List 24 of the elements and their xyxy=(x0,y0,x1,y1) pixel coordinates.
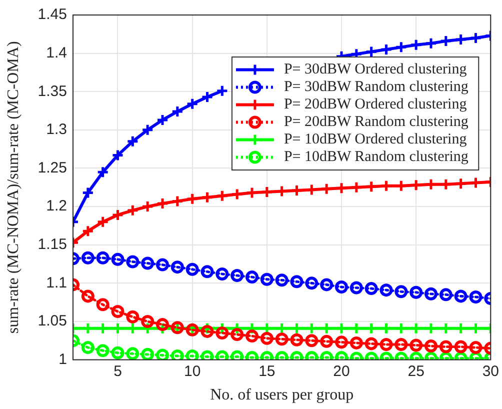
y-tick-label: 1.15 xyxy=(38,236,67,254)
y-tick-label: 1.25 xyxy=(38,159,67,176)
y-axis-title: sum-rate (MC-NOMA)/sum-rate (MC-OMA) xyxy=(4,41,22,334)
legend-label: P= 10dBW Random clustering xyxy=(284,149,469,166)
y-tick-label: 1.3 xyxy=(46,121,67,138)
x-tick-label: 30 xyxy=(482,362,499,380)
legend-label: P= 10dBW Ordered clustering xyxy=(284,132,468,148)
legend-label: P= 30dBW Ordered clustering xyxy=(284,62,468,78)
x-tick-label: 10 xyxy=(184,362,201,380)
x-axis-title: No. of users per group xyxy=(210,386,354,404)
y-tick-label: 1.4 xyxy=(46,44,67,62)
legend-label: P= 20dBW Ordered clustering xyxy=(284,96,468,113)
x-tick-label: 25 xyxy=(408,362,424,380)
y-tick-label: 1.35 xyxy=(38,82,67,100)
x-tick-label: 20 xyxy=(333,362,350,380)
y-tick-label: 1.05 xyxy=(38,312,67,330)
legend-label: P= 20dBW Random clustering xyxy=(284,114,469,130)
y-tick-label: 1.1 xyxy=(46,274,67,292)
x-tick-label: 15 xyxy=(258,362,276,380)
y-tick-label: 1.45 xyxy=(38,6,67,24)
y-tick-label: 1.2 xyxy=(46,198,67,215)
y-tick-label: 1 xyxy=(58,350,67,368)
legend-label: P= 30dBW Random clustering xyxy=(284,79,469,96)
x-tick-label: 5 xyxy=(114,362,122,380)
